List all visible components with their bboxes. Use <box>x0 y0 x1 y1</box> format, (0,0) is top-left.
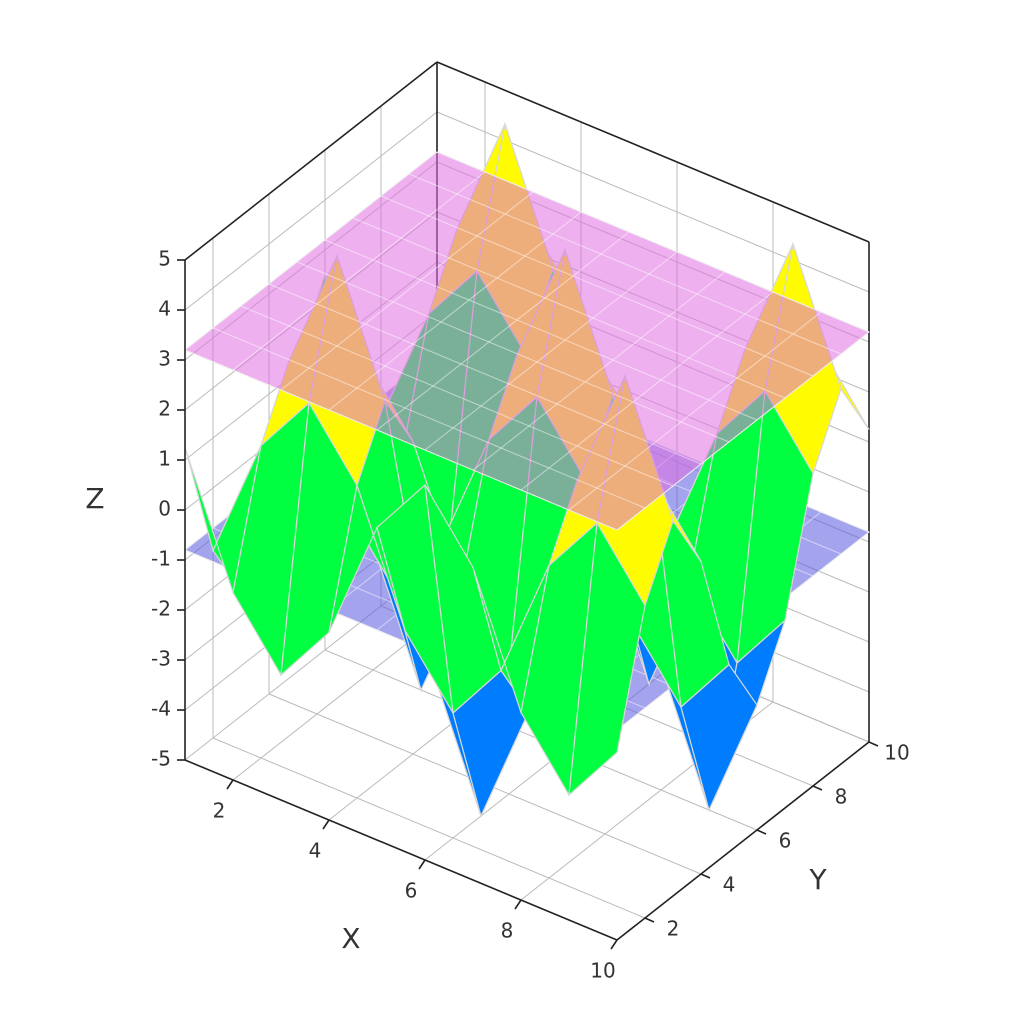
y-tick-label: 4 <box>723 873 736 897</box>
z-tick-label: 3 <box>158 347 171 371</box>
box-edge <box>436 61 870 243</box>
x-tick-label: 6 <box>405 879 418 903</box>
axis-line <box>184 759 618 941</box>
z-tick-label: -4 <box>151 697 171 721</box>
floor-grid-line <box>212 737 646 919</box>
plane-grid <box>268 283 702 465</box>
plane-grid <box>436 151 870 333</box>
plane-grid <box>240 305 674 487</box>
z-tick-label: -1 <box>151 547 171 571</box>
x-tick-label: 4 <box>309 839 322 863</box>
plane-grid <box>376 231 630 431</box>
z-tick-label: -2 <box>151 597 171 621</box>
x-axis-label: X <box>341 922 360 955</box>
x-tick <box>514 899 522 910</box>
plane-grid <box>328 211 582 411</box>
x-tick <box>226 779 234 790</box>
plane-grid <box>184 151 438 351</box>
y-tick <box>644 917 655 923</box>
y-tick <box>868 741 879 747</box>
y-tick <box>700 873 711 879</box>
z-tick-label: 1 <box>158 447 171 471</box>
plane-grid <box>616 331 870 531</box>
y-tick-label: 8 <box>835 785 848 809</box>
box-edge <box>184 61 438 261</box>
side-grid-line <box>184 111 438 311</box>
plane-grid <box>408 173 842 355</box>
x-tick <box>418 859 426 870</box>
axis-line <box>616 741 870 941</box>
plane-grid <box>296 261 730 443</box>
plane-grid <box>472 271 726 471</box>
x-tick-label: 2 <box>213 799 226 823</box>
plane-grid <box>280 191 534 391</box>
plane-grid <box>184 349 618 531</box>
x-tick-label: 8 <box>501 919 514 943</box>
y-tick-label: 6 <box>779 829 792 853</box>
surface-patch <box>568 521 646 797</box>
y-tick <box>756 829 767 835</box>
plane-grid <box>568 311 822 511</box>
plane-grid <box>380 195 814 377</box>
y-tick-label: 10 <box>884 741 909 765</box>
y-tick-label: 2 <box>667 917 680 941</box>
z-tick-label: -3 <box>151 647 171 671</box>
z-axis-label: Z <box>85 482 104 515</box>
plane-grid <box>212 327 646 509</box>
plane-grid <box>324 239 758 421</box>
x-tick <box>322 819 330 830</box>
plane-grid <box>424 251 678 451</box>
z-tick-label: -5 <box>151 747 171 771</box>
z-tick-label: 2 <box>158 397 171 421</box>
z-tick-label: 0 <box>158 497 171 521</box>
y-tick <box>812 785 823 791</box>
plane-grid <box>232 171 486 371</box>
x-tick <box>610 939 618 950</box>
y-axis-label: Y <box>808 863 827 896</box>
x-tick-label: 10 <box>590 959 615 983</box>
z-tick-label: 5 <box>158 247 171 271</box>
plane-grid <box>520 291 774 491</box>
z-tick-label: 4 <box>158 297 171 321</box>
plane-grid <box>352 217 786 399</box>
